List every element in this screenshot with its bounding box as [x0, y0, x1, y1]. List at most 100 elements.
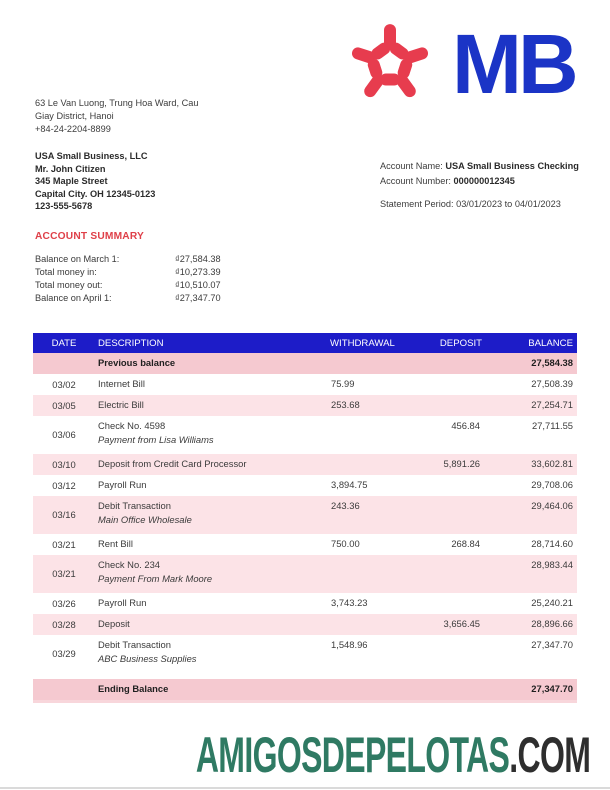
watermark-dark-text: .COM [509, 727, 591, 783]
transaction-date: 03/21 [52, 568, 76, 579]
transaction-date: 03/06 [52, 429, 76, 440]
transaction-balance: 27,347.70 [531, 639, 573, 650]
transaction-description-text: Check No. 4598 [98, 420, 166, 431]
header-date: DATE [51, 337, 77, 349]
ending-balance-label: Ending Balance [98, 683, 169, 694]
transaction-description-text: Rent Bill [98, 538, 133, 549]
transaction-description-text: Payroll Run [98, 597, 147, 608]
previous-balance-row: Previous balance 27,584.38 [33, 353, 577, 374]
summary-value: ₫27,347.70 [175, 293, 221, 303]
transaction-balance: 29,708.06 [531, 479, 573, 490]
transaction-description: Payroll Run [95, 475, 330, 496]
ending-balance-row: Ending Balance 27,347.70 [33, 679, 577, 700]
transaction-note: Payment from Lisa Williams [98, 434, 214, 445]
transaction-description: Debit Transaction ABC Business Supplies [95, 635, 330, 673]
transaction-deposit [405, 635, 482, 673]
statement-period: Statement Period: 03/01/2023 to 04/01/20… [380, 199, 561, 209]
bank-address: 63 Le Van Luong, Trung Hoa Ward, Cau Gia… [35, 97, 198, 136]
transaction-description: Payroll Run [95, 593, 330, 614]
transaction-deposit [405, 475, 482, 496]
transaction-balance: 27,254.71 [531, 399, 573, 410]
transaction-withdrawal: 750.00 [331, 538, 360, 549]
transaction-deposit: 456.84 [451, 420, 480, 431]
transaction-deposit [405, 374, 482, 395]
watermark-green-text: AMIGOSDEPELOTAS [195, 727, 510, 783]
customer-phone: 123-555-5678 [35, 201, 93, 212]
transaction-description: Deposit [95, 614, 330, 635]
summary-label: Balance on April 1: [35, 293, 112, 303]
account-info: Account Name: USA Small Business Checkin… [380, 159, 579, 212]
transaction-date: 03/16 [52, 509, 76, 520]
account-number-row: Account Number: 000000012345 [380, 174, 579, 189]
account-name-row: Account Name: USA Small Business Checkin… [380, 159, 579, 174]
transaction-withdrawal: 243.36 [331, 500, 360, 511]
transaction-description: Check No. 234 Payment From Mark Moore [95, 555, 330, 593]
transaction-description: Debit Transaction Main Office Wholesale [95, 496, 330, 534]
transaction-deposit: 268.84 [451, 538, 480, 549]
transaction-date: 03/02 [52, 378, 76, 390]
transaction-balance: 27,508.39 [531, 378, 573, 389]
transaction-description-text: Check No. 234 [98, 559, 161, 570]
transaction-description-text: Deposit from Credit Card Processor [98, 458, 247, 469]
account-name-label: Account Name: [380, 161, 446, 171]
account-summary-title: ACCOUNT SUMMARY [35, 231, 145, 242]
account-summary: Balance on March 1: ₫27,584.38 Total mone… [35, 253, 221, 305]
summary-row: Total money in: ₫10,273.39 [35, 266, 221, 279]
transaction-balance: 28,896.66 [531, 618, 573, 629]
transaction-row: 03/26 Payroll Run 3,743.23 25,240.21 [33, 593, 577, 614]
transaction-date: 03/26 [52, 597, 76, 609]
customer-name: Mr. John Citizen [35, 163, 106, 174]
transaction-withdrawal: 75.99 [331, 378, 355, 389]
transaction-balance: 28,983.44 [531, 559, 573, 570]
transaction-date: 03/29 [52, 648, 76, 659]
customer-block: USA Small Business, LLC Mr. John Citizen… [35, 150, 155, 213]
transaction-withdrawal [330, 454, 405, 475]
transaction-deposit [405, 555, 482, 593]
transaction-description-text: Debit Transaction [98, 639, 171, 650]
transaction-row: 03/21 Rent Bill 750.00 268.84 28,714.60 [33, 534, 577, 555]
header-balance: BALANCE [528, 337, 573, 349]
transaction-description-text: Internet Bill [98, 378, 145, 389]
bank-address-line2: Giay District, Hanoi [35, 111, 114, 121]
summary-row: Balance on April 1: ₫27,347.70 [35, 292, 221, 305]
transaction-description: Check No. 4598 Payment from Lisa Williams [95, 416, 330, 454]
account-number-value: 000000012345 [453, 176, 515, 186]
transaction-row: 03/10 Deposit from Credit Card Processor 5… [33, 454, 577, 475]
transaction-balance: 33,602.81 [531, 458, 573, 469]
transaction-deposit [405, 395, 482, 416]
previous-balance-value: 27,584.38 [531, 357, 573, 368]
account-number-label: Account Number: [380, 176, 454, 186]
header-withdrawal: WITHDRAWAL [330, 337, 395, 349]
summary-value: ₫27,584.38 [175, 254, 221, 264]
transaction-withdrawal [330, 416, 405, 454]
transaction-balance: 29,464.06 [531, 500, 573, 511]
transaction-withdrawal: 3,894.75 [331, 479, 368, 490]
transaction-withdrawal: 1,548.96 [331, 639, 368, 650]
transaction-description: Rent Bill [95, 534, 330, 555]
transaction-description-text: Electric Bill [98, 399, 144, 410]
table-bottom-strip [33, 700, 577, 703]
transaction-row: 03/12 Payroll Run 3,894.75 29,708.06 [33, 475, 577, 496]
mb-logo-text: MB [452, 17, 579, 111]
transaction-balance: 28,714.60 [531, 538, 573, 549]
previous-balance-label: Previous balance [98, 357, 176, 368]
transaction-description: Deposit from Credit Card Processor [95, 454, 330, 475]
transaction-note: Main Office Wholesale [98, 514, 192, 525]
transaction-row: 03/28 Deposit 3,656.45 28,896.66 [33, 614, 577, 635]
header-deposit: DEPOSIT [439, 337, 482, 349]
customer-company: USA Small Business, LLC [35, 151, 148, 161]
summary-row: Total money out: ₫10,510.07 [35, 279, 221, 292]
bank-phone: +84-24-2204-8899 [35, 124, 111, 134]
transaction-row: 03/29 Debit Transaction ABC Business Suppl… [33, 635, 577, 673]
table-header: DATE DESCRIPTION WITHDRAWAL DEPOSIT BALA… [33, 333, 577, 353]
transaction-description-text: Debit Transaction [98, 500, 171, 511]
summary-value: ₫10,273.39 [175, 267, 221, 277]
ending-balance-value: 27,347.70 [531, 683, 573, 694]
transaction-date: 03/21 [52, 538, 76, 550]
page-bottom-divider [0, 787, 610, 789]
account-name-value: USA Small Business Checking [445, 161, 579, 171]
transaction-note: Payment From Mark Moore [98, 573, 213, 584]
summary-label: Balance on March 1: [35, 254, 120, 264]
transactions-body: 03/02 Internet Bill 75.99 27,508.39 03/05 Ele… [33, 374, 577, 673]
